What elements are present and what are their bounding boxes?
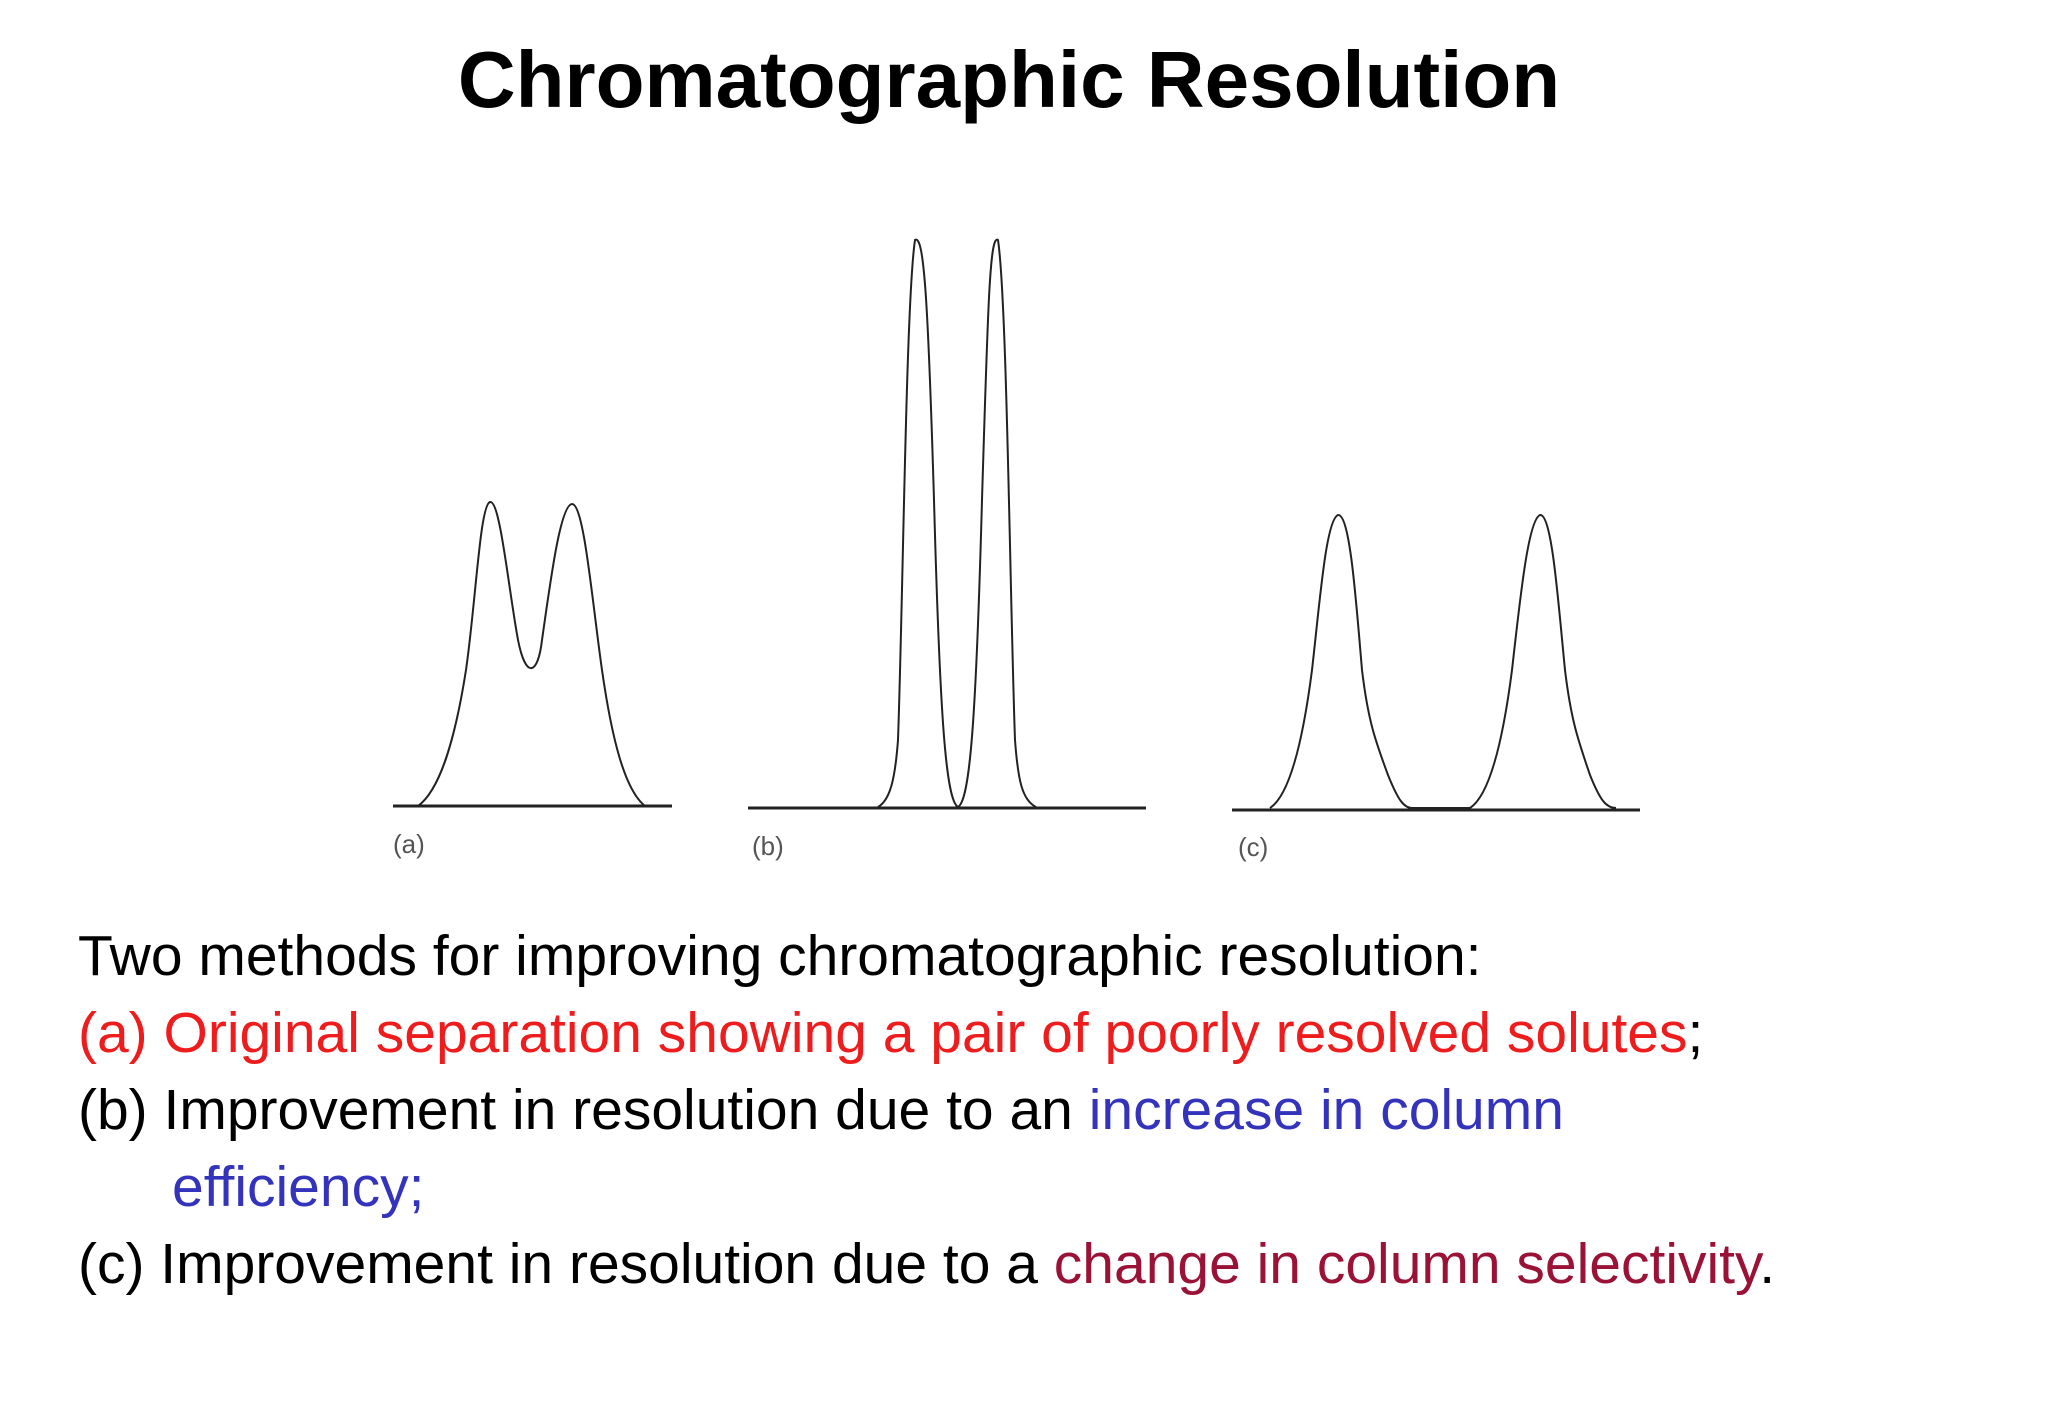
chromatogram-diagram: (a) (b) (c) bbox=[393, 238, 1640, 862]
caption-intro: Two methods for improving chromatographi… bbox=[78, 924, 1482, 988]
caption-c-highlight: change in column selectivity bbox=[1053, 1232, 1760, 1296]
panel-c-label: (c) bbox=[1238, 832, 1268, 862]
caption-b-highlight-2: efficiency; bbox=[172, 1155, 425, 1219]
panel-b-label: (b) bbox=[752, 831, 784, 861]
panel-a-label: (a) bbox=[393, 829, 425, 859]
panel-b: (b) bbox=[748, 238, 1146, 861]
caption-item-c: (c) Improvement in resolution due to a c… bbox=[78, 1226, 1775, 1303]
caption-text: Two methods for improving chromatographi… bbox=[78, 918, 1775, 1303]
caption-c-end: . bbox=[1759, 1232, 1776, 1296]
caption-b-highlight: increase in column bbox=[1088, 1078, 1564, 1142]
caption-a-text: (a) Original separation showing a pair o… bbox=[78, 1001, 1688, 1065]
caption-item-b: (b) Improvement in resolution due to an … bbox=[78, 1072, 1775, 1149]
panel-a: (a) bbox=[393, 501, 672, 859]
caption-item-b-continued: efficiency; bbox=[78, 1149, 1775, 1226]
caption-item-a: (a) Original separation showing a pair o… bbox=[78, 995, 1775, 1072]
panel-a-trace bbox=[417, 501, 646, 807]
panel-b-trace bbox=[877, 238, 1037, 809]
panel-c: (c) bbox=[1232, 514, 1640, 862]
slide-title: Chromatographic Resolution bbox=[457, 35, 1561, 124]
caption-a-end: ; bbox=[1687, 1001, 1704, 1065]
panel-c-trace bbox=[1269, 514, 1617, 809]
caption-b-prefix: (b) Improvement in resolution due to an bbox=[78, 1078, 1089, 1142]
caption-c-prefix: (c) Improvement in resolution due to a bbox=[78, 1232, 1054, 1296]
